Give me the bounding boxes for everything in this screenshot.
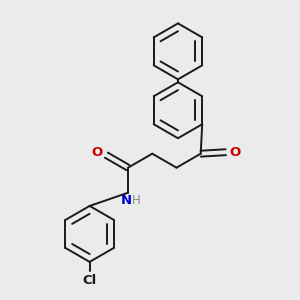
Text: O: O xyxy=(92,146,103,159)
Text: O: O xyxy=(229,146,241,159)
Text: N: N xyxy=(121,194,132,207)
Text: H: H xyxy=(132,194,141,207)
Text: Cl: Cl xyxy=(82,274,97,287)
